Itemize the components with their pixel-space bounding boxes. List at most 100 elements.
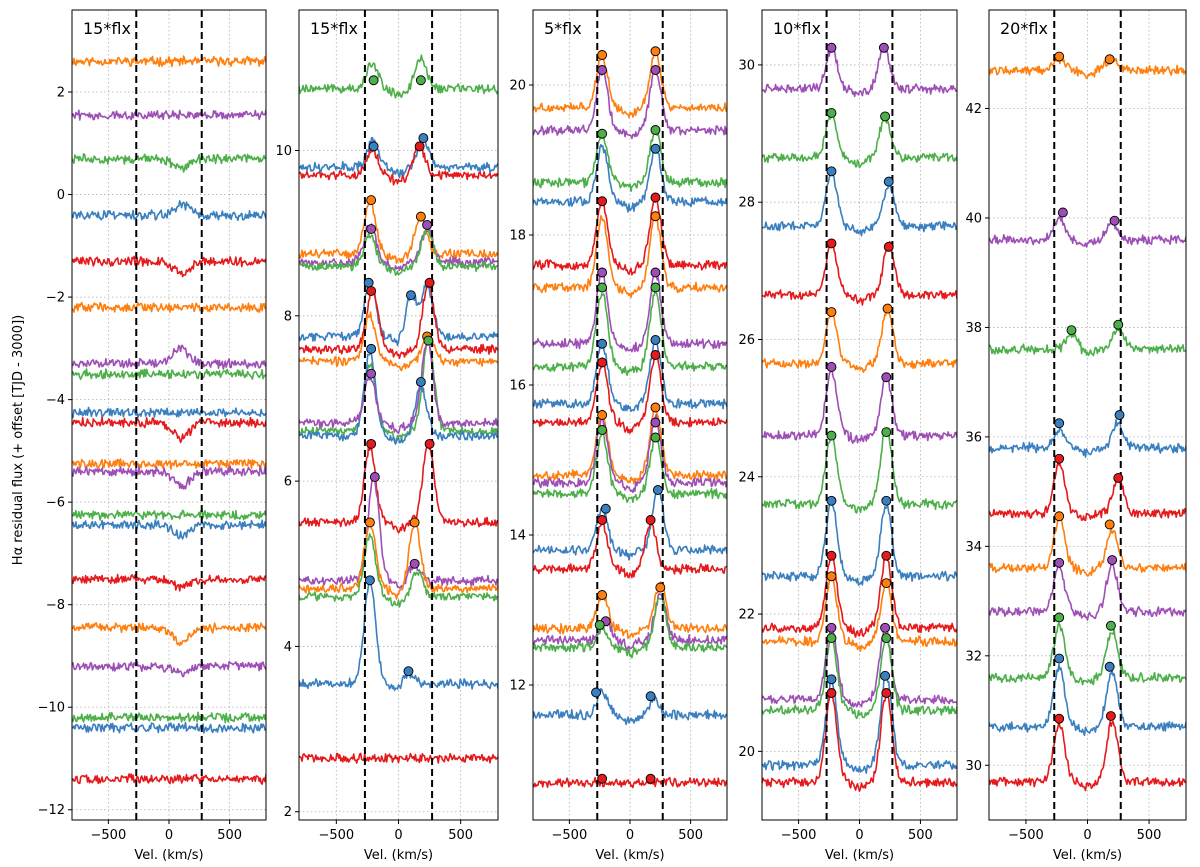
series-line-red (72, 573, 266, 592)
peak-marker (597, 410, 608, 420)
peak-marker (826, 430, 837, 441)
peak-marker (363, 277, 374, 288)
peak-marker (594, 620, 605, 630)
peak-marker (368, 141, 379, 152)
x-axis-label: Vel. (km/s) (364, 848, 433, 863)
y-tick-label: −6 (46, 496, 65, 511)
series-line-red (299, 282, 498, 359)
series-line-blue (72, 721, 266, 734)
panel-3: 12 14 16 18 20 −500 0 500 Vel. (km/s) 5*flx (509, 9, 728, 863)
x-tick-label: −500 (1008, 828, 1044, 843)
series-line-red (72, 416, 266, 444)
series-line-purple (72, 465, 266, 490)
x-tick-label: 0 (1083, 828, 1091, 843)
peak-marker (366, 343, 377, 354)
x-tick-label: 0 (165, 828, 173, 843)
series-line-purple (762, 369, 957, 444)
series-line-blue (299, 135, 498, 179)
peak-marker (650, 417, 661, 428)
y-tick-label: 24 (738, 470, 755, 485)
peak-marker (366, 286, 377, 296)
series-line-green (533, 288, 727, 376)
peak-marker (881, 495, 892, 506)
x-axis-label: Vel. (km/s) (134, 848, 203, 863)
peak-marker (650, 432, 661, 443)
peak-marker (1054, 418, 1065, 429)
peak-marker (424, 438, 435, 449)
y-tick-label: 18 (509, 229, 526, 244)
peak-marker (600, 503, 611, 514)
peak-marker (881, 427, 892, 438)
peak-marker (826, 633, 837, 644)
series-line-blue (533, 688, 727, 726)
series-line-green (762, 427, 957, 514)
peak-marker (415, 75, 426, 86)
peak-marker (826, 42, 837, 53)
series-line-purple (533, 593, 727, 652)
series-line-green (72, 368, 266, 380)
series-line-green (72, 711, 266, 724)
peak-marker (422, 219, 433, 230)
peak-marker (366, 224, 377, 234)
series-line-blue (299, 352, 498, 445)
series-line-blue (72, 200, 266, 221)
peak-marker (881, 550, 892, 561)
peak-marker (645, 515, 656, 525)
y-tick-label: −8 (46, 598, 65, 613)
series-line-red (762, 553, 957, 638)
peak-marker (368, 75, 379, 86)
peak-marker (826, 307, 837, 317)
peak-marker (650, 350, 661, 360)
panel-scale-label: 20*flx (1000, 19, 1048, 38)
peak-marker (1054, 612, 1065, 623)
peak-marker (881, 372, 892, 383)
series-line-purple (762, 625, 957, 708)
y-tick-label: −12 (38, 803, 65, 818)
x-tick-label: 0 (855, 828, 863, 843)
marker-group (1054, 51, 1125, 724)
peak-marker (880, 670, 891, 681)
series-line-red (72, 255, 266, 278)
series-line-orange (533, 405, 727, 485)
peak-marker (826, 166, 837, 177)
y-axis-label: Hα residual flux (+ offset [TJD - 3000]) (11, 315, 26, 565)
series-line-green (989, 622, 1186, 686)
series-line-purple (762, 43, 957, 98)
peak-marker (1107, 555, 1118, 565)
series-line-red (299, 142, 498, 186)
peak-marker (409, 517, 420, 528)
peak-marker (409, 558, 420, 569)
x-axis-label: Vel. (km/s) (595, 848, 664, 863)
series-line-red (533, 352, 727, 434)
series-line-green (762, 109, 957, 169)
peak-marker (878, 42, 889, 53)
x-tick-label: −500 (781, 828, 817, 843)
peak-marker (597, 773, 608, 784)
y-tick-label: 12 (509, 679, 526, 694)
series-line-red (533, 776, 727, 789)
x-tick-label: 500 (448, 828, 473, 843)
x-axis-label: Vel. (km/s) (825, 848, 894, 863)
peak-marker (652, 485, 663, 495)
series-line-blue (72, 519, 266, 540)
peak-marker (826, 688, 837, 698)
series-line-red (299, 440, 498, 534)
y-tick-label: −10 (38, 701, 65, 716)
peak-marker (366, 438, 377, 449)
series-line-blue (989, 419, 1186, 458)
x-tick-label: 0 (394, 828, 402, 843)
peak-marker (1113, 319, 1124, 330)
x-tick-label: 500 (908, 828, 933, 843)
peak-marker (645, 691, 656, 702)
panel-scale-label: 15*flx (83, 19, 131, 38)
y-tick-label: 34 (965, 540, 982, 555)
panel-scale-label: 15*flx (310, 19, 358, 38)
peak-marker (1114, 410, 1125, 420)
peak-marker (1054, 713, 1065, 724)
series-line-orange (72, 622, 266, 647)
series-line-orange (989, 516, 1186, 577)
panel-1: 2 0 −2 −4 −6 −8 −10 −12 −500 0 500 Vel. (km/s) 15*fl… (38, 9, 267, 863)
peak-marker (414, 141, 425, 152)
series-group (72, 55, 266, 785)
